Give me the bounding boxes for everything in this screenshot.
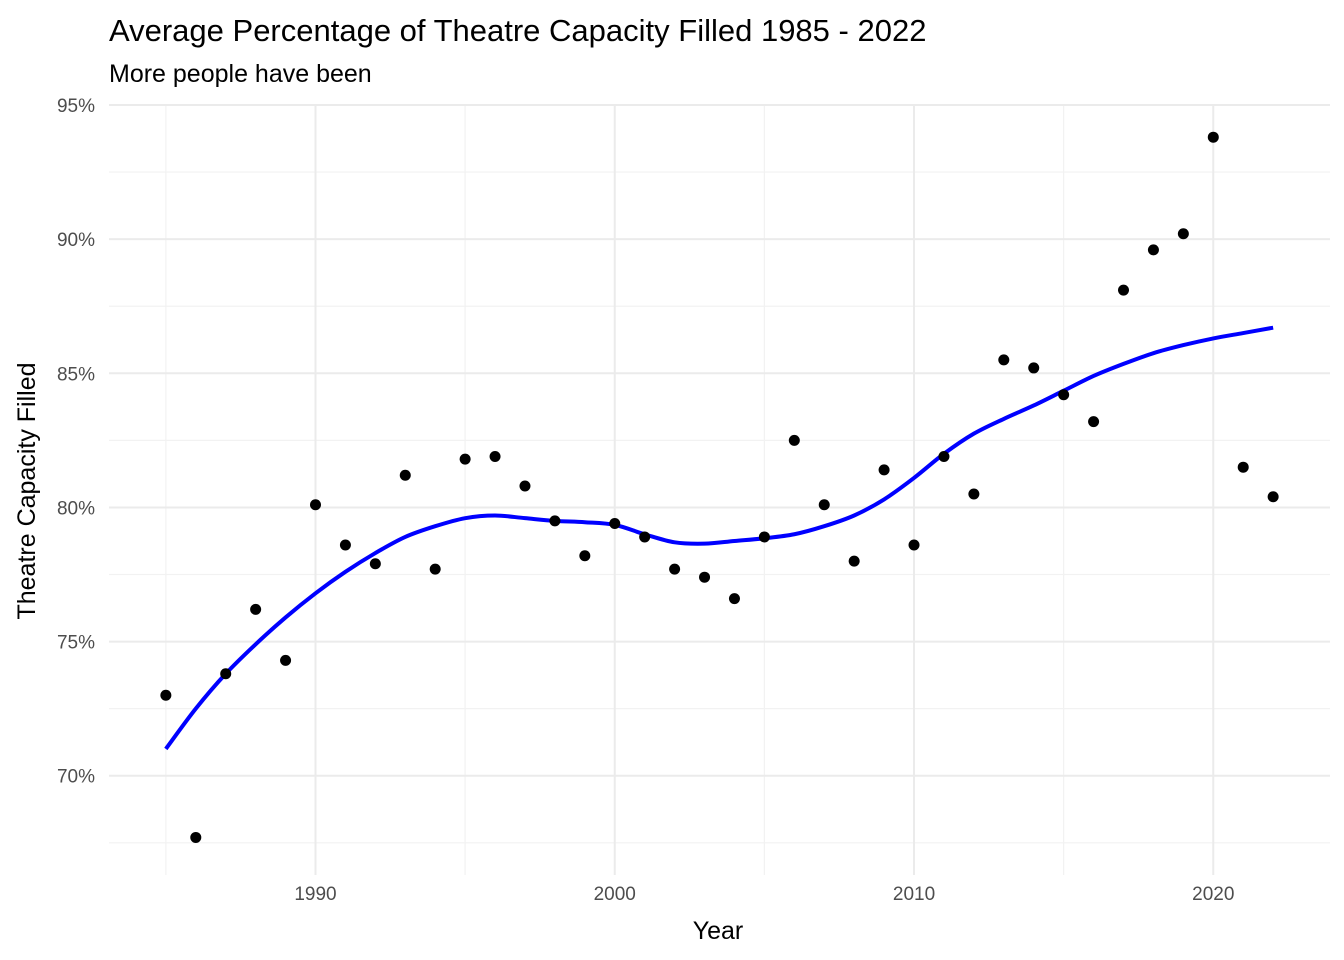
x-axis-ticks: 1990 2000 2010 2020 — [294, 884, 1234, 905]
data-point-2016 — [1088, 416, 1100, 428]
data-point-2021 — [1237, 461, 1249, 473]
data-point-1987 — [220, 668, 232, 680]
y-tick-label: 75% — [57, 633, 95, 654]
data-point-2006 — [788, 434, 800, 446]
data-point-1995 — [459, 453, 471, 465]
data-points — [160, 131, 1279, 843]
data-point-2015 — [1058, 389, 1070, 401]
data-point-2007 — [818, 499, 830, 511]
x-axis-title: Year — [693, 917, 744, 945]
data-point-2014 — [1028, 362, 1040, 374]
data-point-2002 — [669, 563, 681, 575]
data-point-2001 — [639, 531, 651, 543]
data-point-2017 — [1118, 284, 1130, 296]
data-point-2010 — [908, 539, 920, 551]
data-point-2011 — [938, 450, 950, 462]
x-tick-label: 2020 — [1192, 884, 1234, 905]
data-point-1997 — [519, 480, 531, 492]
data-point-2000 — [609, 518, 621, 530]
grid-lines — [109, 104, 1330, 875]
data-point-1988 — [250, 603, 262, 615]
y-axis-title: Theatre Capacity Filled — [13, 362, 41, 619]
data-point-2013 — [998, 354, 1010, 366]
data-point-1994 — [429, 563, 441, 575]
data-point-1996 — [489, 450, 501, 462]
data-point-1989 — [280, 654, 292, 666]
data-point-2012 — [968, 488, 980, 500]
x-tick-label: 2010 — [893, 884, 935, 905]
data-point-1999 — [579, 550, 591, 562]
data-point-2018 — [1147, 244, 1159, 256]
data-point-2005 — [758, 531, 770, 543]
x-tick-label: 2000 — [594, 884, 636, 905]
data-point-1993 — [399, 469, 411, 481]
data-point-2008 — [848, 555, 860, 567]
x-tick-label: 1990 — [294, 884, 336, 905]
data-point-1998 — [549, 515, 561, 527]
data-point-1992 — [369, 558, 381, 570]
smooth-line-group — [164, 325, 1274, 751]
chart-subtitle: More people have been — [109, 60, 372, 88]
chart-title: Average Percentage of Theatre Capacity F… — [109, 13, 926, 48]
data-point-2003 — [699, 571, 711, 583]
data-point-1990 — [309, 499, 321, 511]
y-axis-ticks: 70% 75% 80% 85% 90% 95% — [57, 96, 95, 788]
data-point-2004 — [728, 593, 740, 605]
y-tick-label: 90% — [57, 230, 95, 251]
smooth-trend-line — [164, 325, 1274, 751]
y-tick-label: 95% — [57, 96, 95, 117]
data-point-2019 — [1177, 228, 1189, 240]
data-point-1986 — [190, 831, 202, 843]
data-point-2020 — [1207, 131, 1219, 143]
y-tick-label: 85% — [57, 364, 95, 385]
data-point-1985 — [160, 689, 172, 701]
y-tick-label: 70% — [57, 767, 95, 788]
data-point-1991 — [339, 539, 351, 551]
data-point-2009 — [878, 464, 890, 476]
y-tick-label: 80% — [57, 498, 95, 519]
data-point-2022 — [1267, 491, 1279, 503]
